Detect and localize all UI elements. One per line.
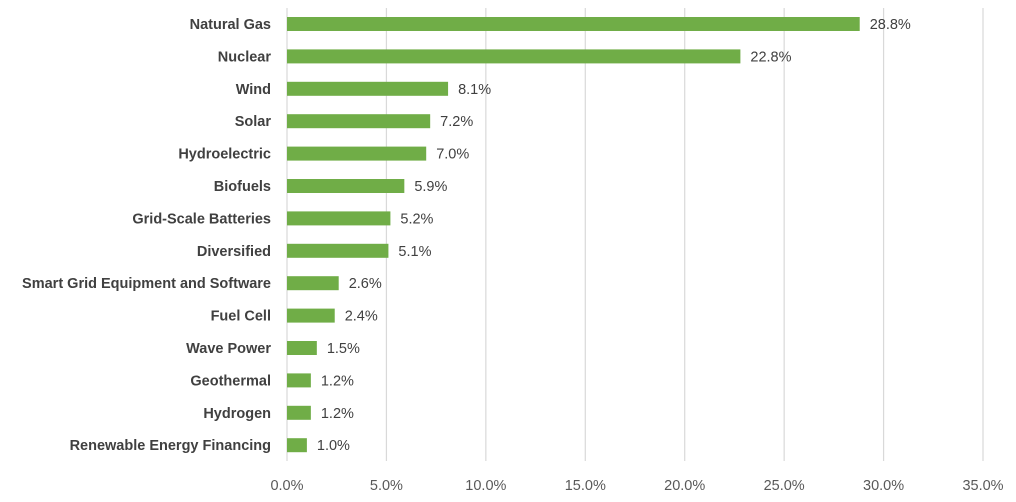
- data-label: 5.1%: [398, 244, 431, 260]
- bar: [287, 341, 317, 355]
- data-label: 8.1%: [458, 82, 491, 98]
- data-label: 2.4%: [345, 309, 378, 325]
- bar: [287, 276, 339, 291]
- bar: [287, 17, 860, 31]
- data-label: 2.6%: [349, 276, 382, 292]
- data-label: 7.0%: [436, 147, 469, 163]
- category-label: Fuel Cell: [211, 309, 271, 325]
- bar: [287, 308, 335, 323]
- x-tick-label: 10.0%: [465, 478, 506, 494]
- category-label: Natural Gas: [190, 17, 271, 33]
- bars: [287, 17, 860, 453]
- gridlines: [286, 8, 984, 461]
- x-axis-tick-labels: 0.0% 5.0% 10.0% 15.0% 20.0% 25.0% 30.0% 35.0%: [270, 478, 1003, 494]
- category-label: Geothermal: [190, 373, 271, 389]
- data-label: 28.8%: [870, 17, 911, 33]
- data-label: 1.2%: [321, 373, 354, 389]
- x-tick-label: 15.0%: [565, 478, 606, 494]
- bar: [287, 49, 741, 64]
- category-label: Diversified: [197, 244, 271, 260]
- category-label: Biofuels: [214, 179, 271, 195]
- data-label: 1.0%: [317, 438, 350, 454]
- x-tick-label: 0.0%: [270, 478, 303, 494]
- category-label: Smart Grid Equipment and Software: [22, 276, 271, 292]
- bar: [287, 81, 449, 96]
- data-label: 5.9%: [414, 179, 447, 195]
- data-label: 5.2%: [400, 211, 433, 227]
- x-tick-label: 30.0%: [863, 478, 904, 494]
- category-label: Renewable Energy Financing: [70, 438, 271, 454]
- bar: [287, 405, 311, 420]
- x-tick-label: 35.0%: [962, 478, 1003, 494]
- category-labels: Natural Gas Nuclear Wind Solar Hydroelectric…: [22, 17, 271, 454]
- category-label: Hydrogen: [203, 406, 271, 422]
- bar: [287, 179, 405, 193]
- bar: [287, 438, 307, 453]
- bar: [287, 373, 311, 388]
- category-label: Hydroelectric: [178, 147, 271, 163]
- data-label: 1.2%: [321, 406, 354, 422]
- x-tick-label: 5.0%: [370, 478, 403, 494]
- category-label: Wave Power: [186, 341, 271, 357]
- data-label: 7.2%: [440, 114, 473, 130]
- value-labels: 28.8% 22.8% 8.1% 7.2% 7.0% 5.9% 5.2% 5.1% 2.6% 2.…: [317, 17, 911, 454]
- data-label: 22.8%: [750, 49, 791, 65]
- category-label: Solar: [235, 114, 272, 130]
- category-label: Grid-Scale Batteries: [132, 211, 271, 227]
- bar: [287, 243, 389, 258]
- data-label: 1.5%: [327, 341, 360, 357]
- category-label: Nuclear: [218, 49, 272, 65]
- bar: [287, 114, 431, 129]
- category-label: Wind: [236, 82, 271, 98]
- x-tick-label: 25.0%: [764, 478, 805, 494]
- bar: [287, 146, 427, 161]
- bar: [287, 211, 391, 226]
- x-tick-label: 20.0%: [664, 478, 705, 494]
